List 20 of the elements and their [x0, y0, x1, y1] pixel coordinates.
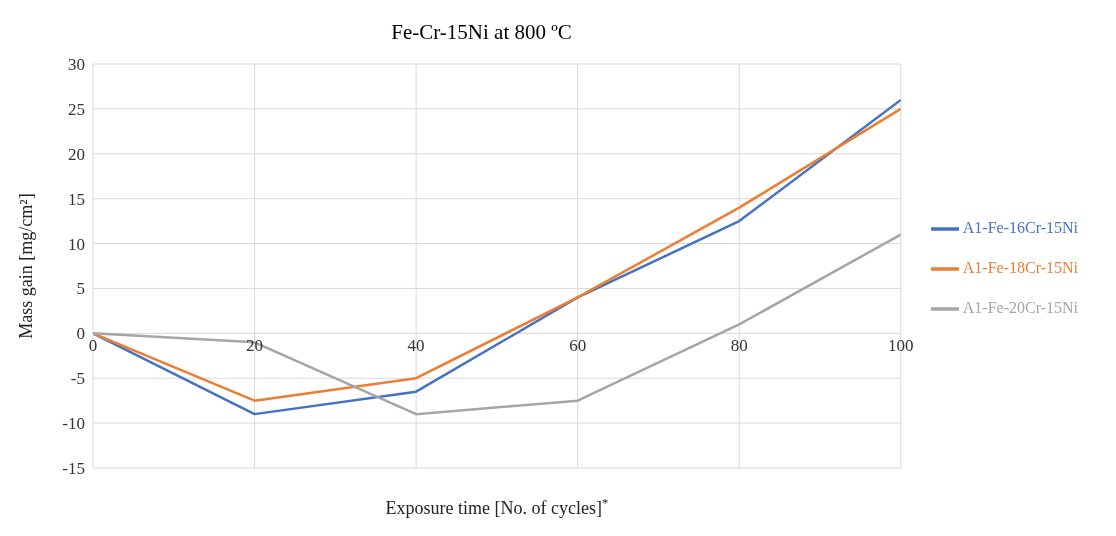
- legend-label: A1-Fe-16Cr-15Ni: [962, 219, 1078, 236]
- y-axis-title: Mass gain [mg/cm²]: [16, 193, 37, 339]
- x-tick-label: 100: [888, 336, 914, 356]
- x-tick-label: 80: [730, 336, 748, 356]
- y-tick-label: 10: [68, 234, 85, 254]
- x-tick-label: 20: [246, 336, 264, 356]
- y-tick-label: -5: [70, 369, 85, 389]
- x-tick-label: 60: [569, 336, 587, 356]
- y-tick-label: 25: [68, 99, 85, 119]
- y-tick-label: -10: [62, 414, 85, 434]
- x-axis-title: Exposure time [No. of cycles]$^{*}$: [385, 496, 609, 518]
- y-tick-label: 20: [68, 144, 85, 164]
- legend-label: A1-Fe-20Cr-15Ni: [962, 299, 1078, 316]
- x-tick-label: 40: [407, 336, 425, 356]
- y-tick-label: 15: [68, 189, 85, 209]
- y-tick-label: -15: [62, 459, 85, 479]
- legend-label: A1-Fe-18Cr-15Ni: [962, 259, 1078, 276]
- chart-title: Fe-Cr-15Ni at 800 ºC: [390, 20, 573, 45]
- y-tick-label: 30: [68, 55, 85, 75]
- y-tick-label: 5: [76, 279, 85, 299]
